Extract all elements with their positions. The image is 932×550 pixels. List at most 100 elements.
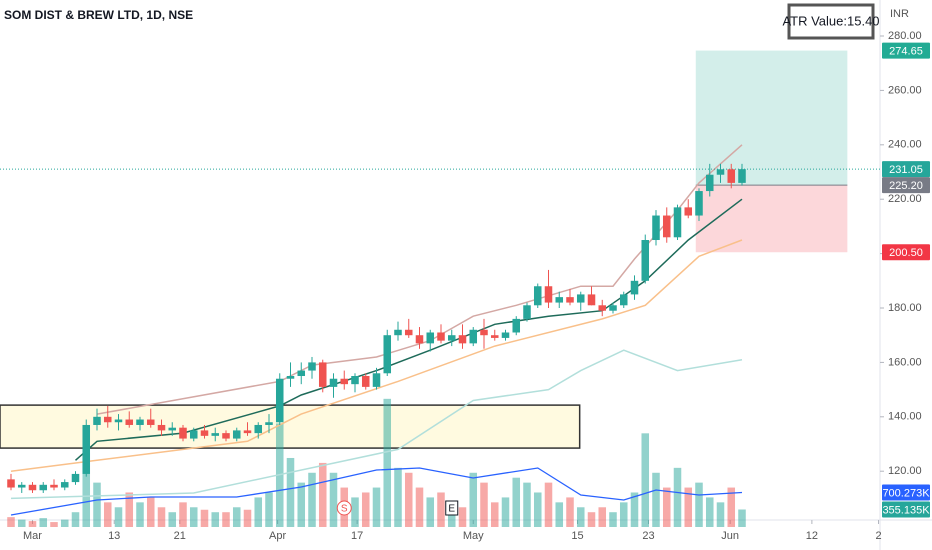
candle-body: [340, 378, 349, 385]
volume-bar: [598, 507, 607, 527]
front-layer: 120.00140.00160.00180.00200.00220.00240.…: [23, 30, 930, 542]
candle-body: [39, 484, 48, 491]
volume-bar: [544, 482, 553, 527]
price-label-box: [882, 161, 930, 178]
volume-bar: [727, 487, 736, 527]
chart-title: SOM DIST & BREW LTD, 1D, NSE: [4, 8, 193, 22]
price-label-box: [882, 42, 930, 59]
candle-body: [275, 378, 284, 423]
volume-bar: [576, 507, 585, 527]
candle-body: [533, 286, 542, 306]
volume-bar: [437, 492, 445, 527]
volume-bar: [619, 502, 628, 527]
volume-bar: [179, 502, 187, 527]
x-tick-label: Mar: [23, 530, 42, 542]
x-tick-label: 17: [351, 530, 363, 542]
event-label: E: [448, 504, 455, 515]
volume-bar: [404, 472, 413, 527]
candle-body: [168, 427, 177, 431]
atr-label: ATR Value:15.40: [782, 13, 879, 28]
volume-bar: [684, 487, 693, 527]
volume-bar: [738, 509, 746, 527]
volume-bar: [662, 487, 671, 527]
y-tick-label: 260.00: [888, 84, 922, 96]
candle-body: [641, 240, 650, 281]
candle-body: [329, 378, 338, 387]
position-stop: [695, 185, 848, 253]
candle-body: [523, 305, 531, 319]
volume-bar: [383, 398, 392, 527]
volume-label: 355.135K: [882, 504, 930, 516]
volume-bar: [458, 507, 467, 527]
volume-label-box: [882, 484, 930, 501]
volume-bar: [28, 521, 37, 527]
candle-body: [222, 433, 230, 439]
volume-bar: [673, 467, 682, 527]
volume-bar: [480, 482, 488, 527]
volume-bar: [103, 502, 112, 527]
candle-body: [308, 362, 316, 371]
x-tick-label: May: [463, 530, 484, 542]
candle-body: [28, 484, 37, 491]
main-layer: [0, 144, 880, 500]
candle-body: [544, 286, 553, 303]
candle-body: [179, 427, 187, 439]
volume-bar: [243, 509, 252, 527]
candle-body: [136, 419, 144, 425]
volume-bar: [372, 487, 381, 527]
candle-body: [82, 424, 91, 474]
indicator-line: [10, 349, 743, 500]
candle-body: [60, 482, 69, 488]
candle-body: [50, 484, 58, 488]
volume-bar: [308, 472, 316, 527]
candle-body: [7, 479, 15, 488]
volume-bar: [265, 492, 273, 527]
candle-body: [566, 297, 574, 303]
candle-body: [232, 430, 241, 439]
candle-body: [469, 329, 478, 344]
volume-bar: [415, 487, 424, 527]
candle-body: [318, 362, 327, 387]
candle-body: [490, 335, 499, 338]
y-tick-label: 240.00: [888, 139, 922, 151]
volume-bar: [329, 472, 338, 527]
candle-body: [297, 370, 306, 377]
candle-body: [727, 169, 736, 183]
candle-body: [404, 329, 413, 336]
volume-bar: [555, 502, 564, 527]
candle-body: [361, 376, 370, 387]
volume-label: 700.273K: [882, 487, 930, 499]
candle-body: [211, 433, 220, 436]
candle-body: [189, 430, 198, 439]
volume-bar: [652, 472, 660, 527]
volume-bar: [512, 477, 521, 527]
volume-bar: [114, 507, 123, 527]
candle-body: [103, 416, 112, 423]
price-label: 225.20: [889, 180, 923, 192]
candle-body: [383, 335, 392, 374]
candle-body: [630, 280, 639, 295]
volume-ma-line: [10, 467, 743, 516]
volume-bar: [469, 472, 478, 527]
volume-bar: [7, 517, 15, 527]
y-tick-label: 180.00: [888, 302, 922, 314]
candle-body: [415, 335, 424, 344]
candle-body: [394, 329, 402, 336]
volume-bar: [189, 507, 198, 527]
price-label-box: [882, 244, 930, 261]
candle-body: [738, 169, 746, 183]
y-tick-label: 160.00: [888, 356, 922, 368]
x-tick-label: 15: [571, 530, 583, 542]
volume-bar: [501, 497, 510, 527]
price-label-box: [882, 177, 930, 194]
candle-body: [125, 419, 134, 425]
volume-bar: [50, 522, 58, 527]
atr-box: [787, 3, 875, 40]
price-label: 200.50: [889, 247, 923, 259]
volume-bar: [695, 482, 703, 527]
candle-body: [598, 305, 607, 311]
volume-bar: [82, 453, 91, 527]
volume-bar: [286, 457, 295, 527]
x-tick-label: 13: [108, 530, 120, 542]
